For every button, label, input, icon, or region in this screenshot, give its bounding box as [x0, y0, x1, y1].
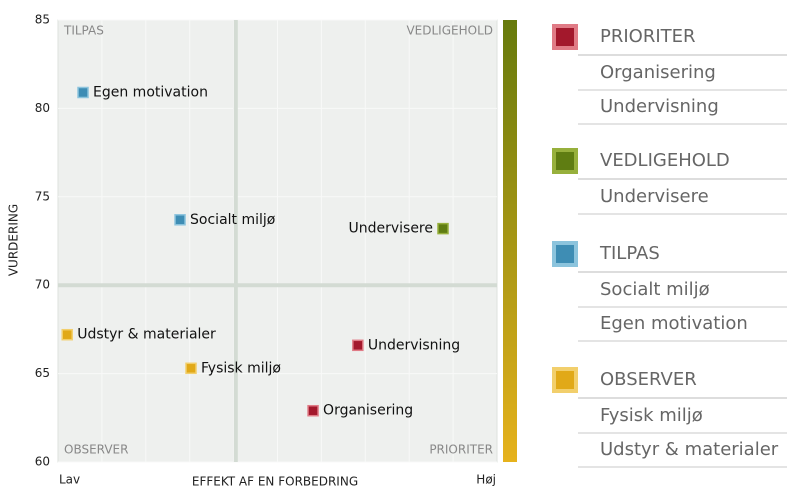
point-label: Udstyr & materialer — [77, 327, 216, 343]
point-label: Fysisk miljø — [201, 360, 281, 376]
y-axis-label: VURDERING — [7, 204, 21, 276]
legend-icon-inner — [556, 28, 574, 46]
legend-icon-inner — [556, 371, 574, 389]
legend-item: Socialt miljø — [600, 279, 710, 300]
legend-item: Udstyr & materialer — [600, 439, 779, 460]
point-label: Organisering — [323, 403, 413, 419]
legend-item: Organisering — [600, 62, 716, 83]
point-label: Socialt miljø — [190, 212, 276, 228]
point — [437, 222, 449, 235]
legend-title: VEDLIGEHOLD — [600, 150, 730, 171]
y-tick-label: 70 — [35, 278, 50, 292]
point-label: Egen motivation — [93, 84, 208, 100]
legend-item: Fysisk miljø — [600, 405, 703, 426]
legend-icon-inner — [556, 152, 574, 170]
point — [174, 214, 186, 226]
point — [307, 404, 319, 417]
quadrant-label: TILPAS — [63, 24, 104, 38]
point — [352, 339, 364, 352]
legend-item: Egen motivation — [600, 313, 748, 334]
y-tick-label: 80 — [35, 101, 50, 115]
x-high-label: Høj — [476, 473, 496, 487]
legend-title: PRIORITER — [600, 26, 696, 47]
legend-title: TILPAS — [599, 243, 660, 264]
legend-item: Undervisere — [600, 186, 709, 207]
y-tick-label: 60 — [35, 455, 50, 469]
legend-item: Undervisning — [600, 96, 719, 117]
point — [61, 328, 73, 341]
y-tick-label: 65 — [35, 366, 50, 380]
legend-icon-inner — [556, 245, 574, 263]
x-low-label: Lav — [59, 473, 80, 487]
y-tick-label: 85 — [35, 13, 50, 27]
gradient-bar — [503, 20, 517, 462]
point — [77, 86, 89, 99]
point-label: Undervisere — [348, 221, 433, 237]
quadrant-label: VEDLIGEHOLD — [406, 24, 493, 38]
x-axis-label: EFFEKT AF EN FORBEDRING — [192, 475, 358, 489]
y-tick-label: 75 — [35, 189, 50, 203]
point — [185, 362, 197, 375]
quadrant-label: PRIORITER — [429, 443, 493, 457]
quadrant-label: OBSERVER — [64, 443, 128, 457]
legend-title: OBSERVER — [600, 369, 697, 390]
point-label: Undervisning — [368, 337, 460, 353]
